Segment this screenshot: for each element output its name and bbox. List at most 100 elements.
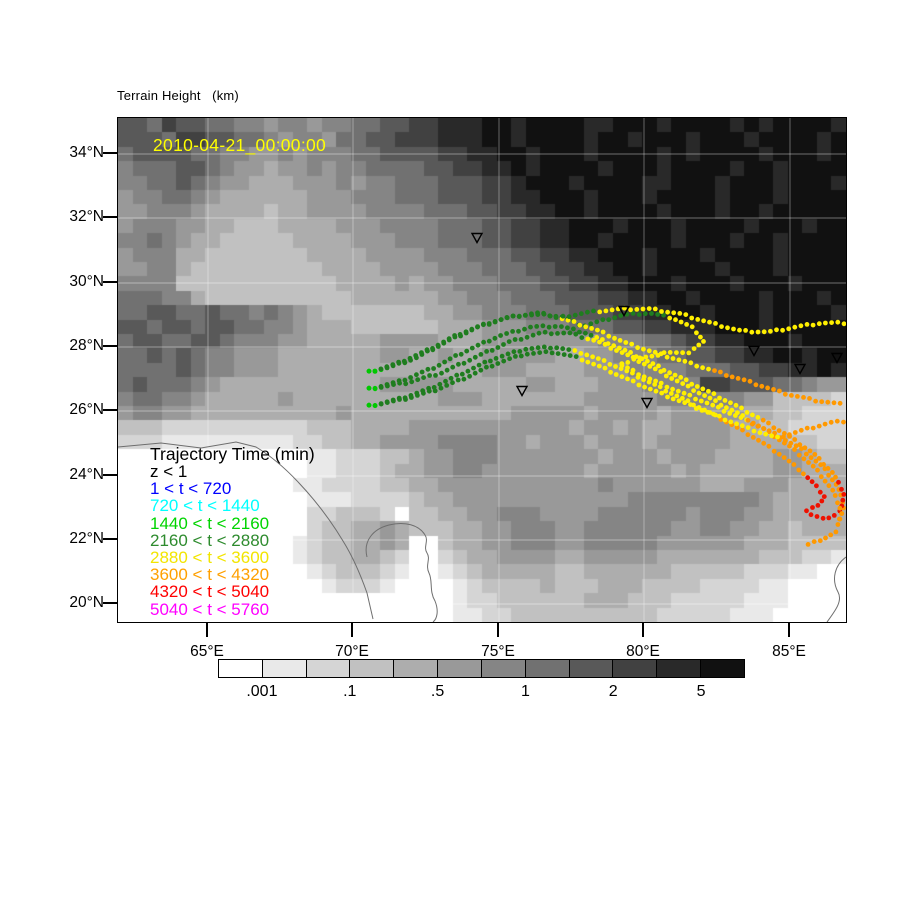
trajectory-dot (816, 321, 822, 327)
trajectory-dot (830, 477, 835, 483)
lat-tick-label: 30°N (69, 273, 104, 290)
trajectory-dot (618, 313, 624, 318)
trajectory-dot (681, 390, 687, 396)
trajectory-dot (810, 425, 816, 431)
trajectory-dot (836, 479, 841, 485)
trajectory-dot (619, 350, 625, 355)
trajectory-dot (469, 326, 475, 332)
trajectory-dot (737, 327, 742, 333)
trajectory-dot (712, 368, 717, 373)
trajectory-dot (614, 348, 619, 353)
trajectory-dot (670, 396, 676, 402)
trajectory-dot (529, 346, 535, 351)
trajectory-dot (378, 385, 384, 390)
trajectory-dot (717, 395, 722, 401)
trajectory-dot (825, 399, 831, 405)
trajectory-dot (512, 337, 518, 342)
trajectory-dot (716, 413, 722, 419)
trajectory-dot (467, 373, 472, 379)
lat-tick (103, 538, 117, 540)
trajectory-dot (658, 380, 664, 386)
trajectory-dot (603, 308, 609, 314)
trajectory-dot (668, 391, 674, 396)
terrain-colorbar (218, 659, 745, 678)
trajectory-dot (595, 327, 600, 333)
trajectory-dot (823, 535, 828, 541)
colorbar-cell (700, 660, 744, 677)
trajectory-dot (390, 362, 396, 367)
trajectory-dot (642, 384, 647, 390)
trajectory-dot (658, 369, 664, 374)
trajectory-dot (583, 324, 589, 330)
trajectory-dot (431, 366, 436, 371)
trajectory-dot (664, 354, 670, 360)
trajectory-dot (504, 331, 509, 336)
trajectory-dot (535, 345, 541, 351)
trajectory-dot (688, 402, 693, 407)
trajectory-dot (678, 319, 684, 325)
trajectory-dot (830, 487, 836, 493)
trajectory-dot (815, 467, 820, 473)
trajectory-dot (443, 378, 448, 384)
trajectory-dot (658, 351, 664, 357)
trajectory-dot (704, 400, 710, 406)
trajectory-dot (680, 395, 685, 401)
trajectory-dot (414, 372, 419, 378)
trajectory-dot (722, 398, 728, 403)
trajectory-dot (755, 415, 761, 420)
trajectory-dot (517, 349, 523, 354)
trajectory-dot (433, 373, 438, 378)
trajectory-dot (795, 394, 800, 399)
trajectory-dot (663, 373, 669, 379)
trajectory-dot (744, 410, 750, 415)
lon-tick (351, 622, 353, 637)
trajectory-dot (819, 498, 825, 504)
colorbar-cell (656, 660, 701, 677)
trajectory-dot (397, 397, 402, 402)
trajectory-dot (415, 377, 421, 383)
trajectory-dot (385, 383, 390, 389)
legend-item: 2160 < t < 2880 (150, 530, 270, 550)
trajectory-dot (805, 475, 811, 481)
trajectory-dot (446, 336, 452, 342)
trajectory-dot (693, 406, 699, 411)
trajectory-dot (472, 354, 478, 360)
trajectory-dot (806, 460, 811, 465)
trajectory-dot (781, 455, 787, 460)
colorbar-cell (437, 660, 481, 677)
trajectory-dot (766, 429, 772, 435)
trajectory-dot (686, 350, 692, 356)
trajectory-dot (672, 372, 678, 378)
trajectory-dot (529, 312, 534, 318)
trajectory-dot (820, 515, 826, 521)
trajectory-dot (597, 309, 603, 315)
trajectory-dot (476, 362, 482, 368)
trajectory-dot (577, 329, 582, 335)
trajectory-dot (780, 327, 785, 333)
trajectory-dot (750, 435, 756, 440)
trajectory-dot (641, 377, 646, 383)
trajectory-dot (481, 339, 486, 345)
trajectory-dot (646, 348, 652, 354)
trajectory-dot (805, 542, 811, 547)
trajectory-dot (768, 328, 773, 334)
trajectory-dot (796, 467, 802, 473)
trajectory-dot (833, 529, 839, 535)
trajectory-dot (619, 374, 625, 380)
trajectory-dot (488, 358, 493, 364)
trajectory-dot (601, 358, 607, 363)
trajectory-dot (415, 393, 420, 398)
trajectory-dot (745, 425, 751, 430)
trajectory-dot (588, 321, 594, 327)
trajectory-dot (585, 336, 591, 342)
trajectory-dot (584, 352, 590, 358)
lon-tick (206, 622, 208, 637)
trajectory-dot (577, 322, 583, 328)
trajectory-dot (456, 361, 461, 367)
legend-item: 5040 < t < 5760 (150, 599, 270, 619)
trajectory-dot (524, 334, 530, 340)
trajectory-dot (461, 360, 467, 366)
trajectory-dot (553, 315, 559, 320)
trajectory-dot (600, 317, 606, 323)
